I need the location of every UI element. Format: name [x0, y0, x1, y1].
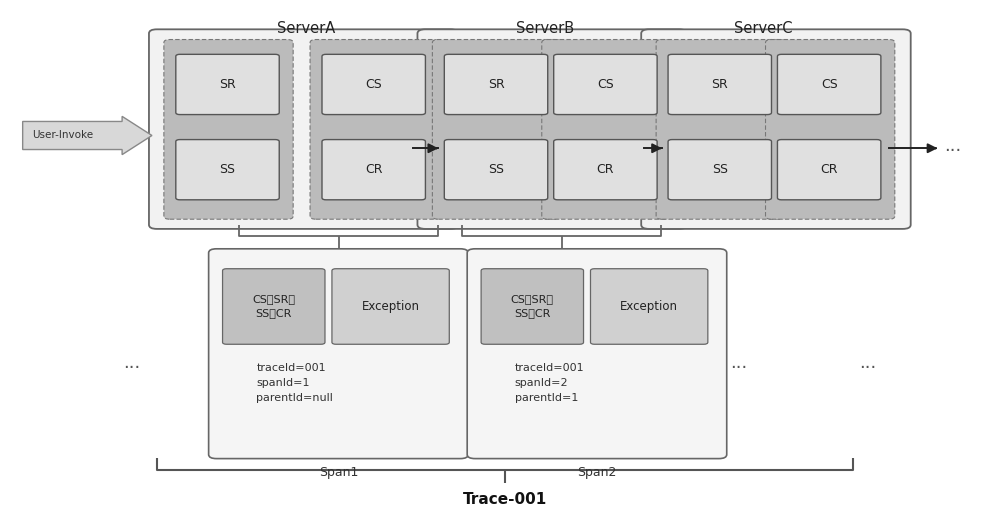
Text: CR: CR [820, 163, 838, 176]
Text: CS、SR、
SS、CR: CS、SR、 SS、CR [252, 295, 295, 318]
FancyBboxPatch shape [668, 54, 771, 115]
FancyBboxPatch shape [310, 40, 439, 219]
Text: ServerB: ServerB [516, 21, 574, 36]
Text: traceId=001
spanId=1
parentId=null: traceId=001 spanId=1 parentId=null [256, 363, 333, 403]
Text: CR: CR [365, 163, 382, 176]
FancyBboxPatch shape [432, 40, 562, 219]
Text: SS: SS [712, 163, 728, 176]
FancyBboxPatch shape [777, 54, 881, 115]
Text: ServerC: ServerC [734, 21, 793, 36]
FancyBboxPatch shape [668, 139, 771, 200]
FancyBboxPatch shape [444, 54, 548, 115]
Text: ServerA: ServerA [277, 21, 335, 36]
FancyBboxPatch shape [164, 40, 293, 219]
FancyBboxPatch shape [481, 269, 584, 344]
Text: SS: SS [220, 163, 236, 176]
FancyBboxPatch shape [209, 249, 468, 459]
FancyBboxPatch shape [554, 139, 657, 200]
Text: traceId=001
spanId=2
parentId=1: traceId=001 spanId=2 parentId=1 [515, 363, 585, 403]
FancyBboxPatch shape [467, 249, 727, 459]
FancyBboxPatch shape [176, 139, 279, 200]
Text: Span1: Span1 [319, 466, 358, 479]
FancyBboxPatch shape [149, 29, 458, 229]
FancyBboxPatch shape [554, 54, 657, 115]
Text: Span2: Span2 [577, 466, 617, 479]
Text: CS: CS [821, 78, 838, 91]
Text: CS: CS [597, 78, 614, 91]
FancyBboxPatch shape [590, 269, 708, 344]
FancyBboxPatch shape [777, 139, 881, 200]
FancyBboxPatch shape [322, 54, 425, 115]
Text: ...: ... [730, 353, 747, 372]
Text: Exception: Exception [620, 300, 678, 313]
Text: ...: ... [859, 353, 877, 372]
Text: CR: CR [597, 163, 614, 176]
FancyBboxPatch shape [444, 139, 548, 200]
FancyBboxPatch shape [322, 139, 425, 200]
FancyBboxPatch shape [656, 40, 785, 219]
Text: ...: ... [944, 137, 961, 155]
Text: Trace-001: Trace-001 [463, 492, 547, 507]
Text: SS: SS [488, 163, 504, 176]
Text: CS: CS [365, 78, 382, 91]
Text: SR: SR [711, 78, 728, 91]
Text: ...: ... [123, 353, 141, 372]
FancyBboxPatch shape [176, 54, 279, 115]
FancyBboxPatch shape [641, 29, 911, 229]
Text: SR: SR [219, 78, 236, 91]
FancyBboxPatch shape [417, 29, 687, 229]
FancyBboxPatch shape [542, 40, 671, 219]
FancyBboxPatch shape [766, 40, 895, 219]
Text: Exception: Exception [362, 300, 420, 313]
FancyBboxPatch shape [223, 269, 325, 344]
FancyArrow shape [23, 116, 152, 155]
Text: SR: SR [488, 78, 504, 91]
Text: User-Invoke: User-Invoke [32, 131, 93, 140]
FancyBboxPatch shape [332, 269, 449, 344]
Text: CS、SR、
SS、CR: CS、SR、 SS、CR [511, 295, 554, 318]
